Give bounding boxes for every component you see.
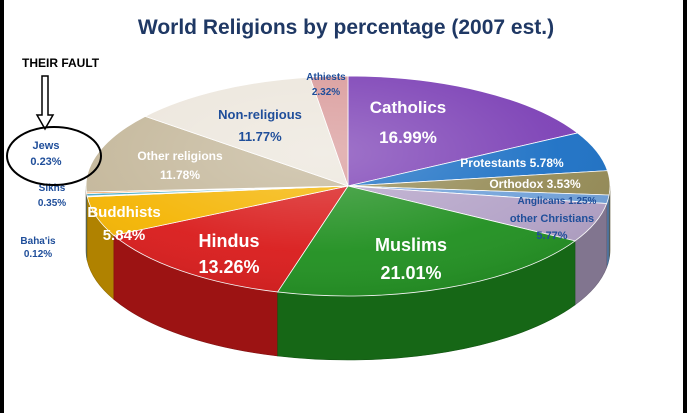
label-hindus: Hindus bbox=[199, 231, 260, 251]
value-athiests: 2.32% bbox=[312, 87, 340, 98]
pie-chart: World Religions by percentage (2007 est.… bbox=[6, 16, 611, 361]
annotation-text: THEIR FAULT bbox=[22, 56, 100, 70]
label-non-religious: Non-religious bbox=[218, 107, 302, 122]
label-orthodox: Orthodox 3.53% bbox=[489, 177, 581, 191]
label-other-religions: Other religions bbox=[137, 149, 223, 163]
label-baha-is: Baha'is bbox=[20, 236, 56, 247]
label-athiests: Athiests bbox=[306, 72, 346, 83]
slice-side-anglicans bbox=[606, 194, 610, 268]
annotation-circle bbox=[6, 126, 102, 186]
label-other-christians: other Christians bbox=[510, 213, 594, 225]
value-other-religions: 11.78% bbox=[160, 168, 200, 182]
label-jews: Jews bbox=[33, 140, 60, 152]
value-buddhists: 5.84% bbox=[103, 227, 146, 244]
annotation-arrow-icon bbox=[35, 75, 55, 131]
value-catholics: 16.99% bbox=[379, 128, 437, 147]
value-non-religious: 11.77% bbox=[238, 129, 282, 144]
label-buddhists: Buddhists bbox=[87, 204, 160, 221]
annotation-group: THEIR FAULT bbox=[6, 56, 102, 186]
value-baha-is: 0.12% bbox=[24, 249, 52, 260]
label-catholics: Catholics bbox=[370, 98, 447, 117]
value-other-christians: 5.77% bbox=[536, 230, 567, 242]
label-sikhs: Sikhs bbox=[39, 183, 66, 194]
pie-labels: Catholics 16.99% Protestants 5.78% Orthodox… bbox=[20, 72, 596, 283]
label-protestants: Protestants 5.78% bbox=[460, 156, 564, 170]
label-muslims: Muslims bbox=[375, 235, 447, 255]
chart-title: World Religions by percentage (2007 est.… bbox=[138, 16, 554, 39]
value-sikhs: 0.35% bbox=[38, 198, 66, 209]
value-hindus: 13.26% bbox=[198, 257, 259, 277]
value-jews: 0.23% bbox=[30, 156, 61, 168]
chart-frame: World Religions by percentage (2007 est.… bbox=[4, 0, 683, 413]
value-muslims: 21.01% bbox=[380, 263, 441, 283]
label-anglicans: Anglicans 1.25% bbox=[518, 196, 597, 207]
